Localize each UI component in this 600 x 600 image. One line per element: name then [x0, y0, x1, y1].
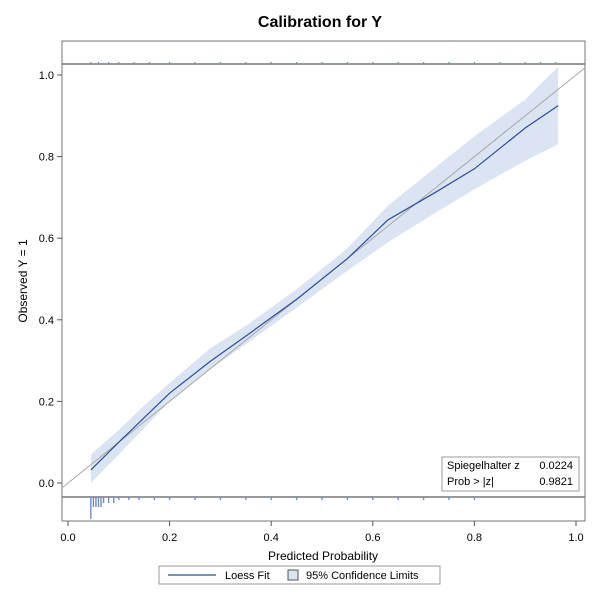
- y-tick-label: 0.6: [39, 233, 54, 245]
- y-tick-label: 1.0: [39, 70, 54, 82]
- legend-confidence-swatch: [287, 569, 299, 581]
- stats-label-spiegelhalter: Spiegelhalter z: [447, 460, 520, 472]
- rug-layer: [62, 62, 585, 519]
- loess-fit-line: [90, 105, 559, 471]
- x-tick-label: 0.6: [365, 532, 380, 544]
- y-tick-label: 0.0: [39, 478, 54, 490]
- y-tick-label: 0.4: [39, 315, 54, 327]
- stats-label-prob: Prob > |z|: [447, 476, 494, 488]
- stats-value-prob: 0.9821: [539, 476, 573, 488]
- legend-loess-label: Loess Fit: [225, 570, 270, 582]
- confidence-band: [90, 66, 559, 484]
- stats-inset: Spiegelhalter z 0.0224 Prob > |z| 0.9821: [441, 456, 580, 492]
- confidence-band-layer: [90, 66, 559, 484]
- x-tick-label: 0.8: [467, 532, 482, 544]
- legend-frame: [158, 565, 441, 585]
- stats-value-spiegelhalter: 0.0224: [539, 460, 573, 472]
- legend: Loess Fit 95% Confidence Limits: [158, 565, 441, 585]
- y-tick-label: 0.2: [39, 396, 54, 408]
- y-axis-ticks: 0.0 0.2 0.4 0.6 0.8 1.0: [39, 70, 62, 490]
- legend-confidence-label: 95% Confidence Limits: [306, 570, 419, 582]
- x-axis-ticks: 0.0 0.2 0.4 0.6 0.8 1.0: [60, 521, 584, 544]
- chart-title: Calibration for Y: [258, 14, 382, 31]
- x-axis-label: Predicted Probability: [268, 549, 378, 563]
- x-tick-label: 0.4: [264, 532, 279, 544]
- x-tick-label: 1.0: [568, 532, 583, 544]
- y-tick-label: 0.8: [39, 152, 54, 164]
- y-axis-label: Observed Y = 1: [16, 239, 30, 323]
- stats-inset-frame: [441, 456, 580, 492]
- plot-frame: [61, 40, 586, 522]
- loess-line-layer: [90, 105, 559, 471]
- x-tick-label: 0.2: [162, 532, 177, 544]
- x-tick-label: 0.0: [60, 532, 75, 544]
